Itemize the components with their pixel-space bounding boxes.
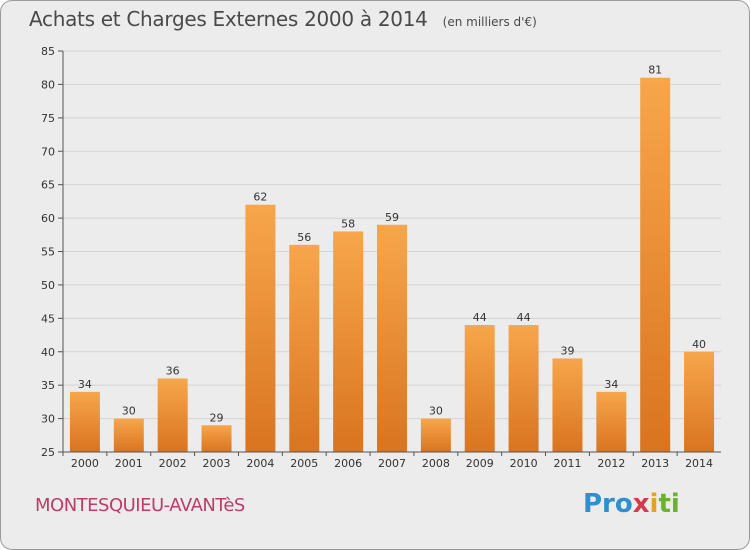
axes [62,51,721,453]
x-tick-label: 2003 [203,457,231,470]
bar-2009 [464,325,495,452]
value-label: 30 [122,405,136,418]
x-tick-label: 2007 [378,457,406,470]
chart-unit: (en milliers d'€) [442,15,537,29]
chart-title: Achats et Charges Externes 2000 à 2014 [29,7,428,31]
x-axis-ticks: 2000 2001 2002 2003 2004 2005 2006 2007 2008 2009… [62,452,713,470]
value-label: 56 [297,231,311,244]
y-tick-label: 75 [41,112,55,125]
x-tick-label: 2000 [71,457,99,470]
x-tick-label: 2005 [290,457,318,470]
value-label: 44 [517,311,531,324]
value-label: 62 [253,191,267,204]
place-name: MONTESQUIEU-AVANTèS [35,495,245,516]
y-tick-label: 50 [41,279,55,292]
x-tick-label: 2013 [641,457,669,470]
y-tick-label: 80 [41,78,55,91]
y-tick-label: 65 [41,179,55,192]
y-tick-label: 30 [41,413,55,426]
value-label: 34 [78,378,92,391]
value-label: 36 [166,364,180,377]
bar-2010 [508,325,539,452]
bar-2007 [377,224,407,452]
proxiti-logo: Proxiti [583,489,680,519]
x-tick-label: 2001 [115,457,143,470]
x-tick-label: 2006 [334,457,362,470]
bar-2004 [245,204,276,452]
y-tick-label: 25 [41,446,55,459]
y-tick-label: 70 [41,145,55,158]
x-tick-label: 2014 [685,457,713,470]
value-label: 39 [560,344,574,357]
y-tick-label: 85 [41,45,55,58]
y-tick-label: 35 [41,379,55,392]
value-label: 59 [385,211,399,224]
y-tick-label: 45 [41,312,55,325]
bar-2006 [333,231,364,452]
bar-2013 [640,77,671,452]
value-label: 29 [210,411,224,424]
chart-title-row: Achats et Charges Externes 2000 à 2014 (… [29,7,537,31]
bar-2012 [596,391,627,452]
bar-2011 [552,358,583,452]
y-tick-label: 40 [41,346,55,359]
bar-2008 [420,418,451,452]
x-tick-label: 2010 [510,457,538,470]
bar-2003 [201,425,232,452]
x-tick-label: 2002 [159,457,187,470]
y-tick-label: 55 [41,246,55,259]
value-label: 44 [473,311,487,324]
x-tick-label: 2009 [466,457,494,470]
value-label: 30 [429,405,443,418]
x-tick-label: 2012 [597,457,625,470]
bar-2002 [157,378,188,452]
y-axis-ticks: 25 30 35 40 45 50 55 60 65 70 75 80 85 [41,45,63,459]
bar-2000 [69,391,100,452]
bar-2014 [684,351,715,452]
value-label: 81 [648,64,662,77]
value-label: 40 [692,338,706,351]
x-tick-label: 2004 [246,457,274,470]
bar-2005 [289,244,320,452]
x-tick-label: 2011 [553,457,581,470]
value-label: 34 [604,378,618,391]
y-tick-label: 60 [41,212,55,225]
bar-2001 [113,418,144,452]
value-label: 58 [341,217,355,230]
bars: 34 30 36 29 62 56 58 59 30 44 44 39 34 81 40 [69,64,715,452]
x-tick-label: 2008 [422,457,450,470]
